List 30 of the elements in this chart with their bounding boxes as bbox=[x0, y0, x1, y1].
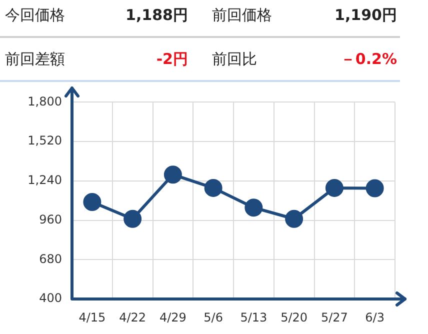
point bbox=[244, 198, 263, 217]
text: 前回比 bbox=[212, 50, 257, 69]
text: -2円 bbox=[156, 50, 188, 69]
y-tick-label: 400 bbox=[39, 291, 62, 306]
point bbox=[83, 193, 102, 212]
x-tick-label: 6/3 bbox=[365, 310, 384, 324]
point bbox=[204, 178, 222, 197]
x-tick-label: 4/29 bbox=[159, 310, 186, 324]
y-tick-label: 960 bbox=[39, 212, 62, 226]
text: 1,188円 bbox=[126, 6, 188, 25]
y-tick-label: 1,240 bbox=[28, 173, 62, 188]
x-tick-label: 5/27 bbox=[320, 310, 348, 324]
y-tick-label: 680 bbox=[39, 252, 62, 266]
point bbox=[325, 178, 344, 197]
x-tick-label: 4/22 bbox=[119, 310, 146, 324]
x-tick-label: 5/13 bbox=[240, 310, 268, 324]
point bbox=[164, 166, 182, 184]
point bbox=[285, 210, 304, 228]
x-tick-label: 5/20 bbox=[280, 310, 308, 324]
y-tick-label: 1,800 bbox=[28, 94, 62, 108]
point bbox=[366, 179, 384, 198]
x-tick-label: 5/6 bbox=[204, 310, 223, 324]
text: －0.2% bbox=[340, 50, 397, 69]
text: 今回価格 bbox=[5, 6, 65, 25]
text: 前回価格 bbox=[212, 6, 272, 25]
text: 1,190円 bbox=[334, 6, 397, 25]
text: 前回差額 bbox=[5, 50, 65, 69]
y-tick-label: 1,520 bbox=[28, 134, 62, 148]
point bbox=[124, 210, 142, 228]
x-tick-label: 4/15 bbox=[78, 310, 106, 324]
